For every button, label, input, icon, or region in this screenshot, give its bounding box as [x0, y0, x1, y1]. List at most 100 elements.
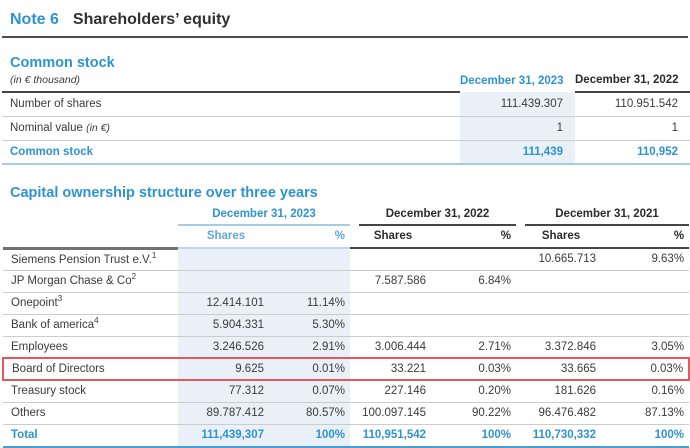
group-header-dec-2023: December 31, 2023: [178, 208, 351, 226]
cell-shares-2023: 89.787.412: [178, 402, 274, 425]
shares-header-2023: Shares: [178, 226, 274, 249]
unit-note: (in € thousand): [2, 72, 460, 93]
cell-shares-2022: 33.221: [350, 357, 437, 381]
cell-percent-2023: 100%: [274, 424, 351, 448]
shareholder-name: Bank of america: [11, 319, 95, 331]
shareholder-name: Siemens Pension Trust e.V.: [11, 253, 152, 266]
cell-shares-2023: 5.904.331: [178, 314, 274, 337]
shareholder-name: Board of Directors: [12, 363, 105, 375]
cell-shares-2023: [178, 270, 274, 293]
total-label: Total: [3, 424, 178, 448]
cell-shares-2021: 3.372.846: [516, 336, 607, 359]
common-stock-header-row: (in € thousand) December 31, 2023 Decemb…: [2, 72, 690, 93]
cell-percent-2021: 3.05%: [606, 336, 690, 359]
shareholder-name: Onepoint: [11, 297, 58, 309]
cell-percent-2021: [606, 270, 690, 293]
cell-shares-2023: 12.414.101: [178, 292, 274, 315]
table-row-treasury-stock: Treasury stock 77.312 0.07% 227.146 0.20…: [3, 380, 690, 403]
cell-2023: 1: [460, 116, 575, 141]
cell-percent-2023: 2.91%: [274, 336, 351, 359]
cell-2023: 111.439.307: [460, 92, 575, 117]
cell-2022: 110.951.542: [575, 92, 690, 117]
common-stock-table: (in € thousand) December 31, 2023 Decemb…: [2, 72, 690, 165]
cell-percent-2022: 2.71%: [436, 336, 517, 359]
row-label: Common stock: [10, 145, 94, 158]
cell-percent-2023: 0.01%: [274, 357, 351, 381]
cell-shares-2022: 100.097.145: [350, 402, 437, 425]
table-row-employees: Employees 3.246.526 2.91% 3.006.444 2.71…: [3, 336, 690, 359]
shareholder-name: JP Morgan Chase & Co: [11, 275, 132, 287]
cell-percent-2021: 0.03%: [606, 357, 690, 381]
cell-percent-2021: [606, 314, 690, 337]
cell-percent-2022: 0.03%: [436, 357, 517, 381]
page-title: Shareholders’ equity: [72, 11, 231, 28]
sub-header-row: Shares % Shares % Shares %: [3, 226, 690, 250]
table-row-common-stock-total: Common stock 111,439 110,952: [2, 140, 690, 165]
cell-shares-2021: 96.476.482: [516, 402, 607, 425]
cell-percent-2023: 11.14%: [274, 292, 351, 315]
cell-2022: 110,952: [575, 140, 690, 165]
footnote-marker: 1: [151, 250, 157, 260]
cell-shares-2021: 33.665: [516, 357, 607, 381]
empty-corner-cell: [3, 206, 178, 226]
cell-shares-2022: [350, 292, 437, 315]
cell-shares-2023: [178, 248, 274, 271]
cell-percent-2021: 100%: [606, 424, 690, 448]
cell-percent-2023: [274, 248, 351, 271]
section-title-common-stock: Common stock: [10, 55, 115, 71]
cell-percent-2023: 0.07%: [274, 380, 351, 403]
cell-2023: 111,439: [460, 140, 575, 165]
row-label: Nominal value: [10, 122, 87, 134]
cell-percent-2022: 90.22%: [436, 402, 517, 425]
row-label-suffix: (in €): [86, 122, 111, 134]
table-row-onepoint: Onepoint3 12.414.101 11.14%: [3, 292, 690, 315]
column-header-dec-2023: December 31, 2023: [460, 75, 564, 87]
cell-shares-2022: [350, 248, 437, 271]
cell-shares-2023: 9.625: [178, 357, 274, 381]
table-row-bank-of-america: Bank of america4 5.904.331 5.30%: [3, 314, 690, 337]
cell-shares-2021: [516, 314, 607, 337]
cell-percent-2022: [436, 292, 517, 315]
cell-percent-2022: 0.20%: [436, 380, 517, 403]
table-row-number-of-shares: Number of shares 111.439.307 110.951.542: [2, 92, 690, 117]
cell-percent-2023: 5.30%: [274, 314, 351, 337]
cell-shares-2021: 10.665.713: [516, 248, 607, 271]
note-header: Note 6 Shareholders’ equity: [2, 0, 688, 36]
cell-shares-2023: 111,439,307: [178, 424, 274, 448]
cell-percent-2021: 87.13%: [606, 402, 690, 425]
percent-header-2021: %: [606, 226, 690, 249]
cell-shares-2021: [516, 292, 607, 315]
footnote-marker: 3: [57, 294, 63, 304]
group-header-dec-2021: December 31, 2021: [525, 208, 690, 226]
shareholder-name: Treasury stock: [11, 385, 86, 398]
cell-shares-2022: [350, 314, 437, 337]
cell-percent-2021: 0.16%: [606, 380, 690, 403]
header-divider: [2, 36, 688, 38]
cell-percent-2022: 100%: [436, 424, 517, 448]
column-header-dec-2022: December 31, 2022: [575, 72, 690, 93]
footnote-marker: 2: [131, 272, 137, 282]
cell-percent-2023: [274, 270, 351, 293]
table-row-nominal-value: Nominal value (in €) 1 1: [2, 116, 690, 141]
cell-shares-2021: 110,730,332: [516, 424, 607, 448]
cell-shares-2023: 77.312: [178, 380, 274, 403]
note-number: Note 6: [10, 11, 59, 28]
cell-shares-2021: [516, 270, 607, 293]
cell-percent-2021: [606, 292, 690, 315]
cell-percent-2023: 80.57%: [274, 402, 351, 425]
percent-header-2022: %: [436, 226, 517, 249]
cell-percent-2022: [436, 248, 517, 271]
cell-percent-2022: [436, 314, 517, 337]
cell-shares-2021: 181.626: [516, 380, 607, 403]
cell-percent-2021: 9.63%: [606, 248, 690, 271]
empty-label-header: [3, 226, 178, 250]
section-title-capital-ownership: Capital ownership structure over three y…: [10, 185, 318, 201]
shares-header-2021: Shares: [516, 226, 607, 249]
group-header-row: December 31, 2023 December 31, 2022 Dece…: [3, 206, 690, 226]
cell-shares-2022: 110,951,542: [350, 424, 437, 448]
highlighted-row-board-of-directors: Board of Directors 9.625 0.01% 33.221 0.…: [2, 357, 690, 381]
shareholder-name: Employees: [11, 340, 68, 353]
shareholder-name: Others: [11, 407, 46, 419]
table-row-siemens-pension-trust: Siemens Pension Trust e.V.1 10.665.713 9…: [3, 248, 690, 271]
